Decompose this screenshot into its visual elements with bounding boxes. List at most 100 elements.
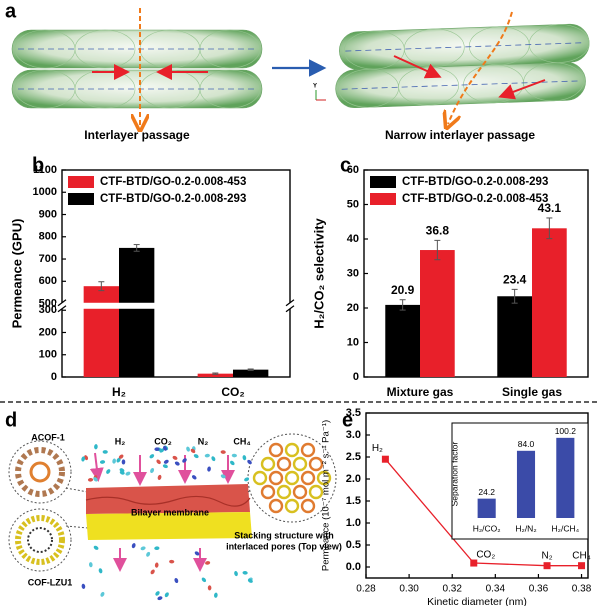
axis-break-mark [57, 299, 67, 307]
molecule [140, 546, 146, 551]
pore [300, 498, 316, 514]
molecule [87, 477, 94, 482]
molecule [131, 543, 136, 549]
panel-label: c [340, 154, 351, 176]
molecule [93, 545, 99, 550]
pore [308, 456, 324, 472]
gas-label: CH₄ [233, 436, 250, 446]
molecule [190, 448, 196, 454]
molecule [154, 562, 159, 568]
x-tick-label: H₂/N₂ [515, 523, 536, 533]
molecule [164, 592, 169, 598]
molecule [125, 471, 131, 476]
molecule [204, 453, 210, 458]
panel-label: a [5, 0, 17, 22]
data-label: 84.0 [518, 439, 535, 449]
axis-break-mark [285, 299, 295, 307]
data-label: 36.8 [426, 224, 450, 238]
x-tick-label: H₂ [112, 385, 126, 399]
pore [268, 442, 284, 458]
axis-break [56, 302, 296, 309]
y-tick-label: 0.0 [346, 561, 361, 573]
molecule [99, 460, 106, 464]
molecule [88, 562, 93, 568]
y-tick-label: 0 [353, 371, 359, 383]
molecule [162, 464, 168, 469]
molecule [159, 448, 165, 453]
bar [420, 250, 455, 377]
molecule [194, 551, 200, 556]
molecule [81, 583, 86, 589]
x-tick-label: 0.38 [572, 584, 592, 595]
molecule [182, 458, 187, 463]
point [543, 562, 551, 570]
molecule [169, 559, 175, 564]
passage-arrow [448, 11, 513, 124]
molecule [220, 474, 226, 479]
molecule [230, 460, 235, 466]
legend-label: CTF-BTD/GO-0.2-0.008-293 [100, 193, 246, 205]
molecule [121, 459, 126, 465]
molecule [191, 475, 197, 480]
red-arrow [393, 55, 442, 79]
bar [516, 450, 536, 518]
pore [284, 498, 300, 514]
axis-break-mark [285, 305, 295, 313]
structure-label: ACOF-1 [31, 432, 65, 442]
molecule [207, 585, 212, 591]
point [470, 559, 478, 567]
y-axis-title: Permeance (GPU) [9, 219, 24, 329]
pore [300, 470, 316, 486]
molecule [201, 577, 207, 583]
plot-frame [61, 169, 291, 378]
molecule [81, 456, 86, 462]
pore [292, 456, 308, 472]
pore [300, 442, 316, 458]
y-tick-label: 3.0 [346, 429, 361, 441]
x-tick-label: Single gas [502, 385, 562, 399]
bar [83, 286, 119, 377]
y-tick-label: 0 [51, 371, 57, 383]
molecule [118, 454, 124, 459]
molecule [163, 459, 169, 464]
molecule [207, 466, 211, 472]
membrane-model-left [11, 29, 263, 109]
point-label: H₂ [372, 443, 383, 454]
y-tick-label: 500 [39, 297, 57, 309]
x-tick-label: 0.34 [486, 584, 506, 595]
molecule [234, 571, 238, 577]
top-view-label: Stacking structure with [234, 530, 334, 540]
red-arrow [498, 79, 546, 100]
x-tick-label: CO₂ [221, 385, 244, 399]
molecule [112, 458, 116, 464]
pore [268, 498, 284, 514]
molecule [106, 469, 111, 474]
y-tick-label: 20 [347, 302, 359, 314]
gas-label: H₂ [115, 436, 126, 446]
bar [532, 228, 567, 377]
panel-label: b [32, 154, 44, 176]
membrane-label: Bilayer membrane [131, 507, 209, 517]
y-tick-label: 1.0 [346, 517, 361, 529]
legend-label: CTF-BTD/GO-0.2-0.008-453 [402, 193, 548, 205]
line [384, 458, 582, 567]
bar [197, 373, 233, 377]
pore [316, 470, 332, 486]
y-tick-label: 30 [347, 267, 359, 279]
point-label: N₂ [541, 550, 552, 561]
y-tick-label: 2.0 [346, 473, 361, 485]
y-tick-label: 50 [347, 198, 359, 210]
legend-swatch [68, 176, 94, 188]
y-tick-label: 1.5 [346, 495, 361, 507]
caption: Narrow interlayer passage [385, 128, 535, 142]
molecule [205, 561, 211, 565]
membrane-model-right [335, 23, 590, 109]
y-axis-title: Permeance (10⁻⁷ mol m⁻² s⁻¹ Pa⁻¹) [321, 420, 332, 571]
molecule [94, 444, 98, 450]
y-tick-label: 200 [39, 326, 57, 338]
molecule [155, 591, 160, 596]
pore [284, 470, 300, 486]
molecule [119, 470, 125, 475]
